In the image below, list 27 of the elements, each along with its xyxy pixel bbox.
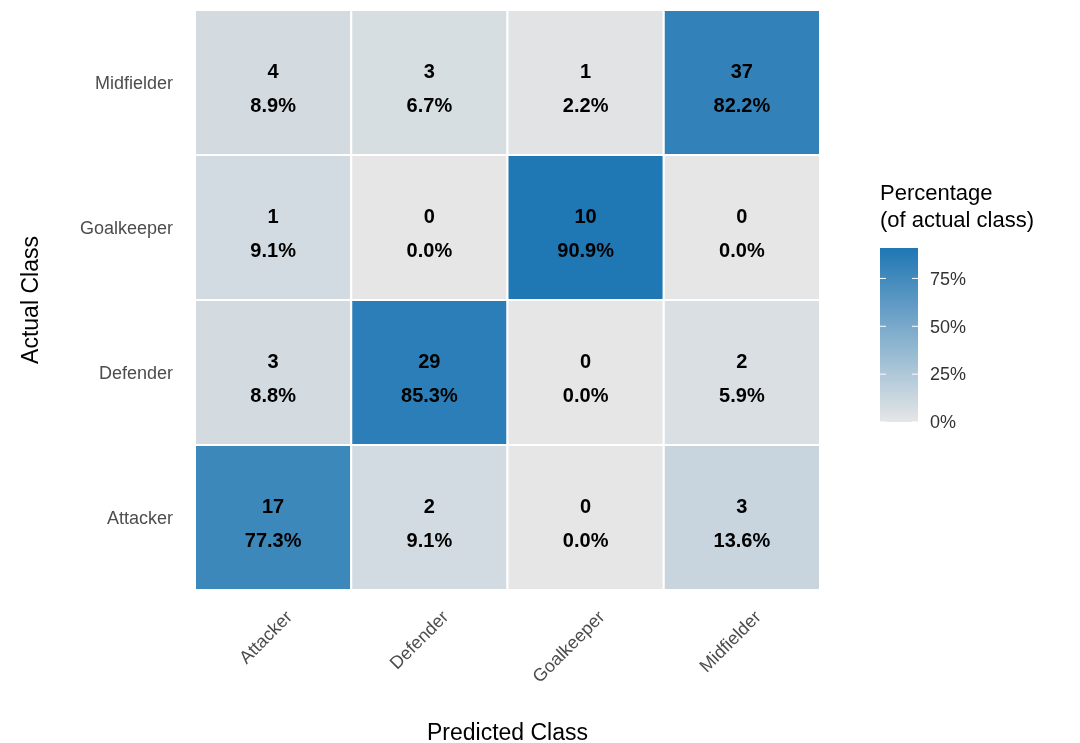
data-label: 3 8.8% [250,349,297,406]
data-label: 29 85.3% [401,349,458,406]
data-label: 1 2.2% [562,59,609,116]
color-bar-label: 50% [930,316,967,337]
color-bar-label: 25% [930,364,967,385]
data-label: 2 5.9% [719,349,765,406]
data-label: 4 8.9% [250,59,297,116]
x-axis-title: Predicted Class [426,719,589,743]
data-label: 0 0.0% [719,204,765,261]
y-tick-label: Midfielder [94,72,173,93]
y-tick-label: Goalkeeper [79,217,173,238]
data-label: 17 77.3% [244,494,302,551]
color-bar-label: 75% [930,268,967,289]
y-tick-label: Attacker [106,507,173,528]
data-label: 3 6.7% [406,59,453,116]
color-bar-label: 0% [930,412,957,433]
y-tick-label: Defender [98,362,173,383]
data-label: 0 0.0% [562,494,609,551]
data-label: 10 90.9% [557,204,615,261]
data-label: 0 0.0% [562,349,609,406]
data-label: 2 9.1% [406,494,453,551]
color-bar-title: Percentage (of actual class) [880,180,1035,232]
y-axis-title: Actual Class [17,236,43,364]
data-label: 3 13.6% [713,494,771,551]
data-label: 1 9.1% [250,204,297,261]
data-label: 37 82.2% [713,59,771,116]
data-label: 0 0.0% [406,204,453,261]
